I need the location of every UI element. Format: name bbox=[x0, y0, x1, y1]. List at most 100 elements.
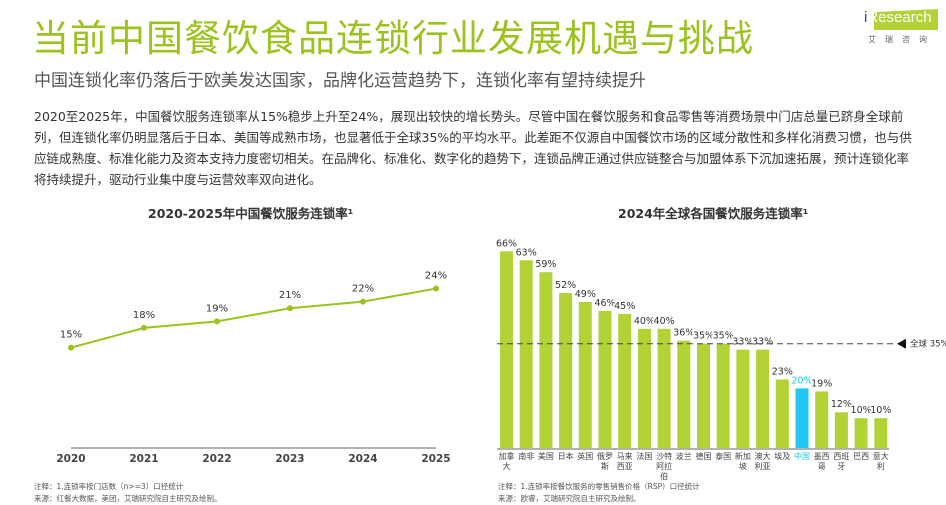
bar bbox=[736, 349, 750, 448]
line-data-label: 21% bbox=[279, 290, 301, 301]
bar-x-tick-label: 英国 bbox=[577, 451, 593, 461]
bar-x-tick-label: 埃及 bbox=[774, 451, 790, 461]
bar bbox=[795, 388, 809, 448]
bar-x-tick-label: 西亚 bbox=[617, 462, 633, 471]
bar-data-label: 35% bbox=[713, 331, 734, 342]
bar-data-label: 59% bbox=[535, 259, 556, 270]
bar bbox=[834, 412, 848, 448]
line-x-tick-label: 2021 bbox=[129, 453, 158, 465]
bar-x-tick-label: 大 bbox=[503, 461, 511, 471]
line-chart-note: 注释：1.连锁率按门店数（n>=3）口径统计 bbox=[34, 482, 184, 491]
bar-chart-title: 2024年全球各国餐饮服务连锁率¹ bbox=[618, 206, 809, 221]
bar-x-tick-label: 阿拉 bbox=[656, 461, 672, 471]
bar bbox=[578, 301, 592, 448]
line-point bbox=[141, 324, 147, 331]
line-data-label: 19% bbox=[206, 303, 228, 314]
bar-x-tick-label: 哥 bbox=[818, 462, 826, 471]
bar-x-tick-label: 坡 bbox=[739, 461, 747, 471]
line-chart-title: 2020-2025年中国餐饮服务连锁率¹ bbox=[148, 206, 354, 221]
summary-paragraph: 2020至2025年，中国餐饮服务连锁率从15%稳步上升至24%，展现出较快的增… bbox=[34, 109, 912, 187]
line-point bbox=[360, 298, 366, 305]
line-x-tick-label: 2025 bbox=[421, 453, 450, 465]
bar-x-tick-label: 澳大 bbox=[755, 451, 771, 461]
bar bbox=[854, 418, 868, 448]
bar bbox=[756, 349, 770, 448]
page-title: 当前中国餐饮食品连锁行业发展机遇与挑战 bbox=[32, 17, 754, 60]
bar-data-label: 46% bbox=[594, 298, 615, 309]
bar-x-tick-label: 斯 bbox=[601, 461, 609, 471]
bar bbox=[500, 251, 513, 448]
line-point bbox=[68, 344, 74, 351]
bar-x-tick-label: 美国 bbox=[538, 451, 554, 461]
bar bbox=[697, 343, 710, 448]
bar bbox=[657, 328, 671, 448]
line-data-label: 18% bbox=[133, 310, 155, 321]
bar-chart-note: 注释：1.连锁率按餐饮服务的零售销售价格（RSP）口径统计 bbox=[498, 482, 700, 491]
line-series bbox=[70, 287, 437, 349]
bar-data-label: 20% bbox=[791, 375, 812, 386]
bar bbox=[539, 272, 553, 448]
bar-x-tick-label: 西班 bbox=[833, 451, 849, 461]
bar-data-label: 33% bbox=[752, 337, 773, 348]
bar bbox=[815, 391, 829, 448]
bar bbox=[637, 328, 651, 448]
line-data-label: 22% bbox=[352, 284, 374, 295]
bar-x-tick-label: 俄罗 bbox=[597, 451, 613, 461]
bar-x-tick-label: 伯 bbox=[660, 471, 668, 481]
page-subtitle: 中国连锁化率仍落后于欧美发达国家，品牌化运营趋势下，连锁化率有望持续提升 bbox=[34, 71, 646, 91]
triangle-marker-icon bbox=[897, 338, 906, 349]
bar-data-label: 40% bbox=[654, 316, 675, 327]
bar-x-tick-label: 利 bbox=[877, 461, 885, 471]
bar-data-label: 49% bbox=[575, 289, 596, 300]
bar bbox=[677, 340, 691, 448]
bar-x-tick-label: 巴西 bbox=[853, 452, 869, 461]
bar-data-label: 10% bbox=[870, 405, 891, 416]
line-data-label: 15% bbox=[60, 330, 82, 341]
bar bbox=[598, 310, 612, 448]
bar bbox=[559, 293, 573, 448]
bar-data-label: 45% bbox=[614, 301, 635, 312]
line-point bbox=[214, 318, 220, 325]
line-point bbox=[433, 285, 439, 292]
bar-x-tick-label: 德国 bbox=[696, 451, 712, 461]
bar-x-tick-label: 利亚 bbox=[755, 461, 771, 471]
bar-chart-source: 来源：欧睿，艾瑞研究院自主研究及绘制。 bbox=[498, 494, 641, 503]
bar-data-label: 40% bbox=[634, 316, 655, 327]
bar-data-label: 33% bbox=[732, 337, 753, 348]
bar-data-label: 66% bbox=[496, 238, 517, 249]
bar-x-tick-label: 意大 bbox=[873, 451, 889, 461]
bar bbox=[874, 418, 888, 448]
bar-x-tick-label: 沙特 bbox=[656, 451, 672, 461]
bar-x-tick-label: 加拿 bbox=[499, 451, 515, 461]
iresearch-logo: iResearch 艾瑞咨询 bbox=[864, 9, 938, 44]
line-x-tick-label: 2020 bbox=[56, 453, 85, 465]
bar-x-tick-label: 中国 bbox=[794, 451, 810, 461]
bar-data-label: 10% bbox=[851, 405, 872, 416]
line-x-tick-label: 2022 bbox=[202, 453, 231, 465]
bar-data-label: 19% bbox=[811, 378, 832, 389]
line-x-tick-label: 2023 bbox=[275, 453, 304, 465]
bar-x-tick-label: 法国 bbox=[636, 451, 652, 461]
line-x-tick-label: 2024 bbox=[348, 453, 377, 465]
bar bbox=[716, 343, 730, 448]
bar-data-label: 12% bbox=[831, 399, 852, 410]
bar-x-tick-label: 牙 bbox=[837, 462, 845, 471]
global-average-label: 全球 35% bbox=[910, 339, 946, 350]
line-point bbox=[287, 305, 293, 312]
bar-x-tick-label: 马来 bbox=[617, 452, 633, 461]
bar-x-tick-label: 泰国 bbox=[715, 451, 731, 461]
bar-data-label: 35% bbox=[693, 331, 714, 342]
bar-data-label: 36% bbox=[673, 328, 694, 339]
bar-data-label: 52% bbox=[555, 280, 576, 291]
bar bbox=[775, 379, 789, 448]
bar-x-tick-label: 南非 bbox=[518, 451, 534, 461]
bar bbox=[519, 260, 533, 448]
bar-data-label: 63% bbox=[516, 247, 537, 258]
bar-x-tick-label: 墨西 bbox=[814, 452, 830, 461]
bar-x-tick-label: 新加 bbox=[735, 451, 751, 461]
bar-x-tick-label: 日本 bbox=[558, 451, 574, 461]
line-chart-source: 来源：红餐大数据，美团，艾瑞研究院自主研究及绘制。 bbox=[34, 494, 222, 503]
bar bbox=[618, 313, 632, 448]
line-data-label: 24% bbox=[425, 271, 447, 282]
